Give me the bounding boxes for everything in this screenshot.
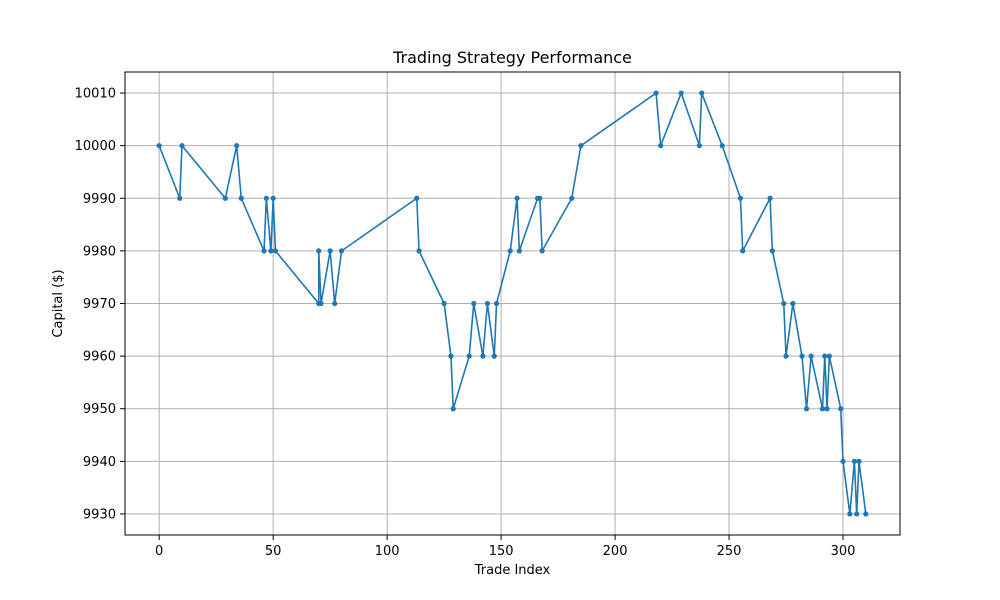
data-point	[653, 90, 659, 96]
series-layer	[156, 90, 869, 517]
y-tick-label: 9970	[83, 297, 116, 312]
x-tick-label: 150	[489, 544, 514, 559]
x-tick-label: 100	[375, 544, 400, 559]
data-point	[272, 248, 279, 254]
data-point	[737, 195, 744, 201]
x-tick-label: 0	[155, 544, 163, 559]
data-point	[781, 300, 787, 307]
data-point	[840, 458, 846, 464]
y-tick-label: 10000	[75, 139, 116, 154]
data-point	[414, 195, 420, 201]
data-point	[847, 511, 853, 517]
data-point	[767, 195, 773, 201]
data-point	[316, 248, 322, 254]
y-tick-label: 9950	[83, 402, 116, 417]
data-point	[416, 248, 422, 254]
data-point	[466, 353, 472, 359]
data-point	[539, 248, 545, 254]
data-point	[480, 353, 486, 359]
data-point	[318, 300, 324, 307]
data-point	[838, 406, 844, 412]
data-point	[338, 248, 345, 254]
data-point	[222, 195, 228, 201]
data-point	[578, 143, 584, 149]
data-point	[514, 195, 520, 201]
y-tick-label: 9990	[83, 192, 116, 207]
data-point	[491, 353, 497, 359]
data-point	[799, 353, 805, 359]
data-point	[507, 248, 513, 254]
data-point	[516, 248, 522, 254]
data-point	[450, 406, 456, 412]
data-point	[790, 300, 796, 307]
data-point	[179, 143, 185, 149]
data-point	[261, 248, 267, 254]
data-point	[537, 195, 543, 201]
tick-layer: 0 50 100 150 200 250 300 9930 9940 9950 9960 9970 99…	[75, 87, 856, 559]
data-point	[803, 406, 810, 412]
data-point	[238, 195, 244, 201]
data-point	[808, 353, 814, 359]
data-point	[769, 248, 775, 254]
data-point	[658, 143, 664, 149]
data-point	[234, 143, 240, 149]
data-point	[851, 458, 858, 464]
data-point	[819, 406, 826, 412]
chart-title: Trading Strategy Performance	[392, 48, 632, 67]
data-point	[678, 90, 684, 96]
data-point	[740, 248, 746, 254]
y-tick-label: 9960	[83, 350, 116, 365]
data-point	[263, 195, 269, 201]
data-point	[471, 300, 477, 307]
x-tick-label: 300	[831, 544, 856, 559]
data-point	[863, 511, 869, 517]
y-tick-label: 9930	[83, 507, 116, 522]
y-tick-label: 9980	[83, 244, 116, 259]
data-point	[332, 300, 338, 307]
data-point	[484, 300, 491, 307]
data-point	[822, 353, 828, 359]
y-tick-label: 9940	[83, 455, 116, 470]
x-axis-label: Trade Index	[474, 563, 551, 578]
data-point	[156, 143, 162, 149]
x-tick-label: 250	[717, 544, 742, 559]
x-tick-label: 50	[265, 544, 282, 559]
data-point	[696, 143, 703, 149]
data-point	[783, 353, 789, 359]
data-point	[270, 195, 276, 201]
y-tick-label: 10010	[75, 87, 116, 102]
y-axis-label: Capital ($)	[51, 269, 66, 337]
data-point	[327, 248, 333, 254]
data-point	[177, 195, 183, 201]
data-point	[268, 248, 274, 254]
x-tick-label: 200	[603, 544, 628, 559]
data-point	[854, 511, 860, 517]
data-point	[826, 353, 832, 359]
data-point	[824, 406, 830, 412]
data-point	[856, 458, 862, 464]
data-point	[699, 90, 705, 96]
data-point	[448, 353, 454, 359]
data-point	[719, 143, 725, 149]
data-point	[493, 300, 500, 307]
data-point	[441, 300, 447, 307]
data-point	[569, 195, 575, 201]
